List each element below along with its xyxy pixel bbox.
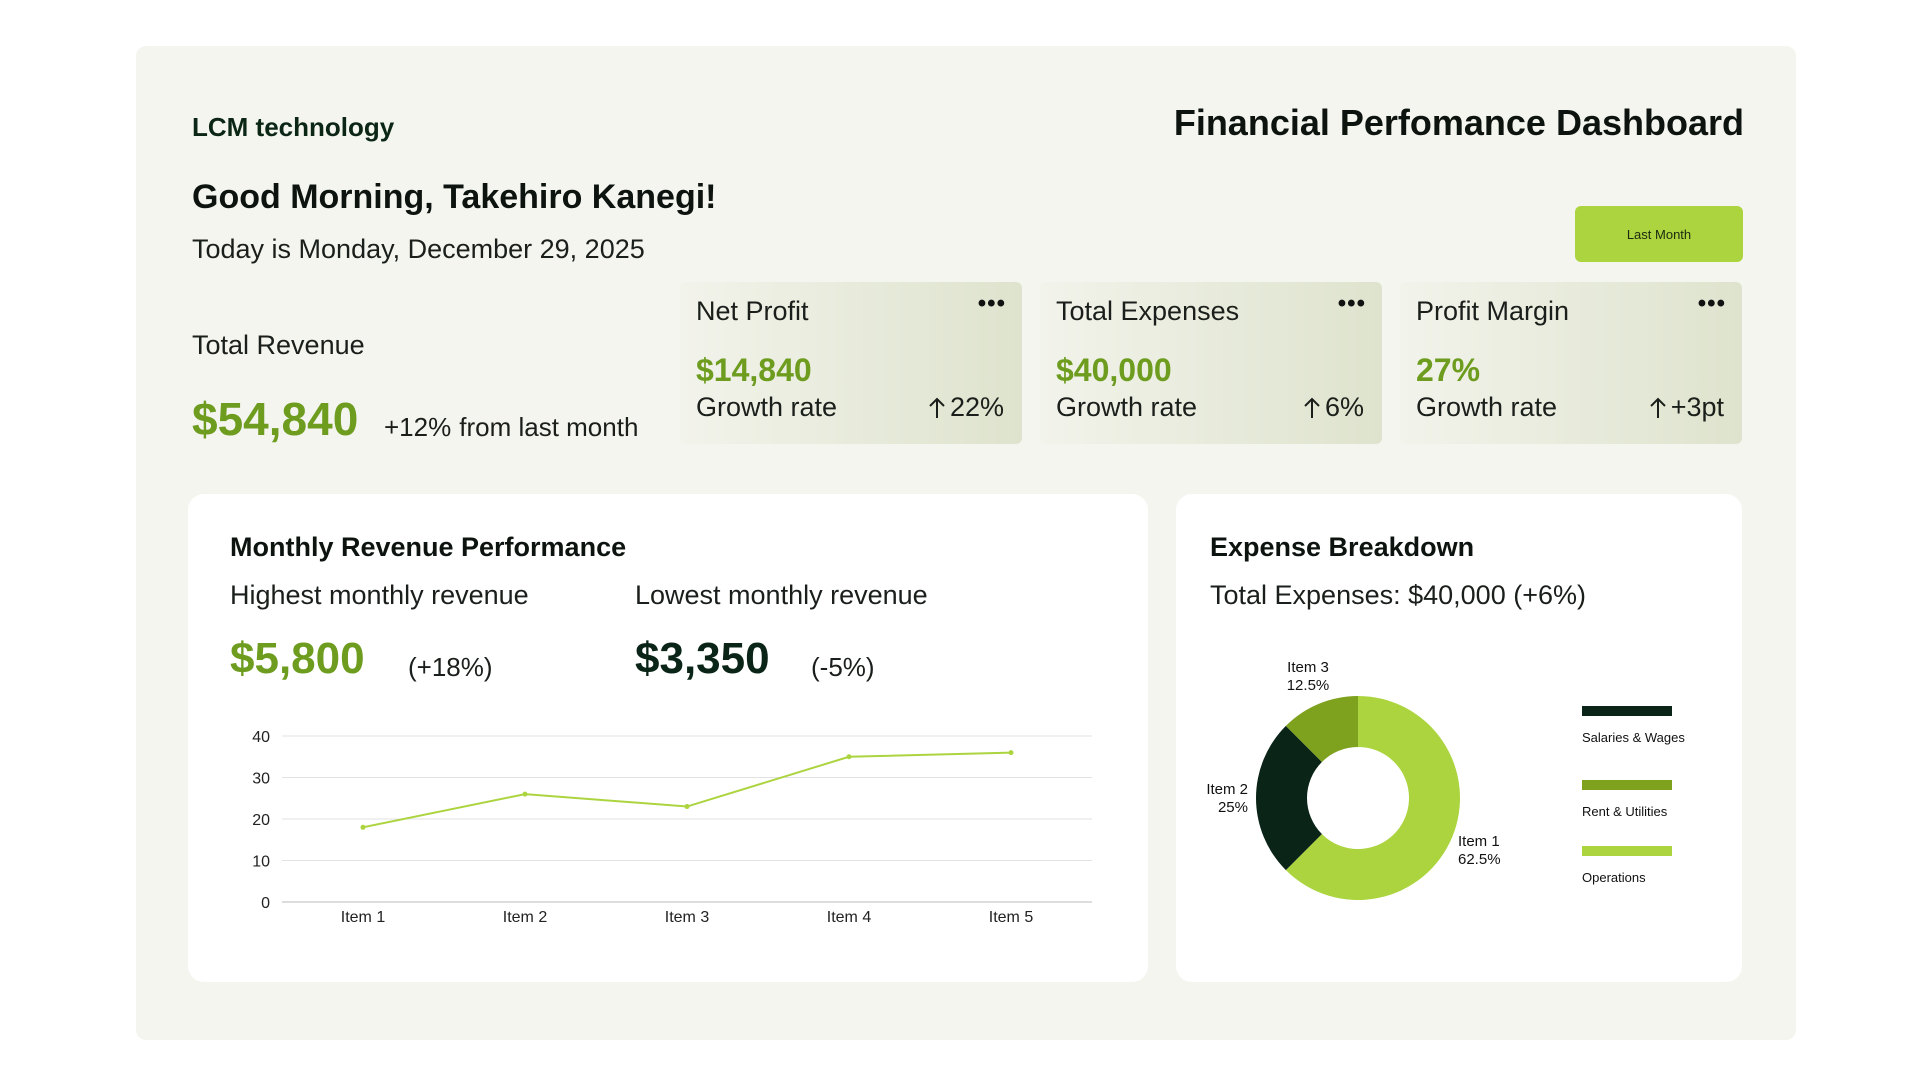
arrow-up-icon — [1304, 397, 1320, 418]
kpi-trend-value: 6% — [1324, 392, 1364, 422]
donut-slice — [1256, 725, 1322, 871]
highest-revenue-label: Highest monthly revenue — [230, 580, 529, 610]
expense-breakdown-card: Expense Breakdown Total Expenses: $40,00… — [1176, 494, 1742, 982]
total-revenue-change-percent: +12% — [384, 412, 452, 442]
data-point — [684, 804, 690, 810]
period-filter-button[interactable]: Last Month — [1575, 206, 1743, 262]
x-tick-label: Item 3 — [665, 909, 710, 926]
kpi-subtitle: Growth rate — [1416, 392, 1558, 422]
kpi-title: Profit Margin — [1416, 296, 1570, 326]
kpi-value: $40,000 — [1056, 352, 1172, 388]
y-tick-label: 30 — [252, 771, 270, 788]
legend-swatch — [1582, 706, 1672, 716]
x-tick-label: Item 4 — [827, 909, 872, 926]
arrow-up-icon — [1649, 397, 1666, 418]
kpi-value: 27% — [1416, 352, 1481, 388]
kpi-title: Total Expenses — [1056, 296, 1240, 326]
more-options-icon[interactable]: ••• — [1337, 290, 1366, 317]
kpi-trend: 6% — [1303, 392, 1364, 423]
legend-swatch — [1582, 780, 1672, 790]
legend-label: Operations — [1582, 870, 1646, 885]
kpi-trend-value: +3pt — [1670, 392, 1724, 422]
donut-slice — [1285, 696, 1358, 762]
data-point — [1008, 750, 1014, 756]
page-title: Financial Perfomance Dashboard — [1173, 102, 1744, 143]
kpi-card-net-profit: Net Profit ••• $14,840 Growth rate 22% — [680, 282, 1022, 444]
highest-revenue-value: $5,800 — [230, 634, 365, 683]
more-options-icon[interactable]: ••• — [1697, 290, 1726, 317]
lowest-revenue-value: $3,350 — [635, 634, 770, 683]
total-revenue-value: $54,840 — [192, 393, 359, 445]
series-line — [362, 751, 1012, 829]
revenue-line-chart: 0 10 20 30 40 Item 1 Item 2 Item 3 Item 4 Item 5 — [252, 729, 1092, 926]
slice-percent-label: 12.5% — [1287, 677, 1330, 694]
card-title: Monthly Revenue Performance — [230, 532, 627, 562]
legend-label: Rent & Utilities — [1582, 804, 1668, 819]
y-tick-label: 40 — [252, 729, 270, 746]
card-title: Expense Breakdown — [1210, 532, 1475, 562]
kpi-subtitle: Growth rate — [1056, 392, 1198, 422]
donut-slice — [1285, 696, 1460, 900]
kpi-card-profit-margin: Profit Margin ••• 27% Growth rate +3pt — [1400, 282, 1742, 444]
data-point — [522, 791, 528, 797]
brand-name: LCM technology — [192, 112, 395, 142]
greeting: Good Morning, Takehiro Kanegi! — [192, 178, 717, 216]
total-revenue-change: +12% from last month — [384, 412, 646, 443]
more-options-icon[interactable]: ••• — [977, 290, 1006, 317]
y-tick-label: 10 — [252, 854, 270, 871]
data-point — [360, 824, 366, 830]
legend-label: Salaries & Wages — [1582, 730, 1685, 745]
lowest-revenue-label: Lowest monthly revenue — [635, 580, 928, 610]
kpi-trend: +3pt — [1649, 392, 1724, 423]
total-revenue-label: Total Revenue — [192, 330, 365, 360]
lowest-revenue-change: (-5%) — [811, 652, 875, 682]
date-line: Today is Monday, December 29, 2025 — [192, 234, 645, 264]
total-revenue-change-suffix: from last month — [459, 412, 639, 442]
slice-label: Item 3 — [1287, 659, 1329, 676]
x-tick-label: Item 1 — [341, 909, 386, 926]
kpi-card-total-expenses: Total Expenses ••• $40,000 Growth rate 6… — [1040, 282, 1382, 444]
slice-percent-label: 62.5% — [1458, 851, 1501, 868]
slice-percent-label: 25% — [1218, 799, 1248, 816]
arrow-up-icon — [929, 397, 945, 418]
data-point — [846, 754, 852, 760]
kpi-subtitle: Growth rate — [696, 392, 838, 422]
monthly-revenue-card: Monthly Revenue Performance Highest mont… — [188, 494, 1148, 982]
y-tick-label: 20 — [252, 812, 270, 829]
x-tick-label: Item 2 — [503, 909, 548, 926]
kpi-trend-value: 22% — [949, 392, 1004, 422]
kpi-value: $14,840 — [696, 352, 812, 388]
expense-donut-chart: Item 162.5% Item 225% Item 312.5% Salaries … — [1206, 659, 1685, 900]
y-tick-label: 0 — [261, 895, 270, 912]
legend-swatch — [1582, 846, 1672, 856]
highest-revenue-change: (+18%) — [408, 652, 493, 682]
x-tick-label: Item 5 — [989, 909, 1034, 926]
slice-label: Item 1 — [1458, 833, 1500, 850]
slice-label: Item 2 — [1206, 781, 1248, 798]
kpi-trend: 22% — [928, 392, 1004, 423]
kpi-title: Net Profit — [696, 296, 809, 326]
expense-total-line: Total Expenses: $40,000 (+6%) — [1210, 580, 1586, 610]
